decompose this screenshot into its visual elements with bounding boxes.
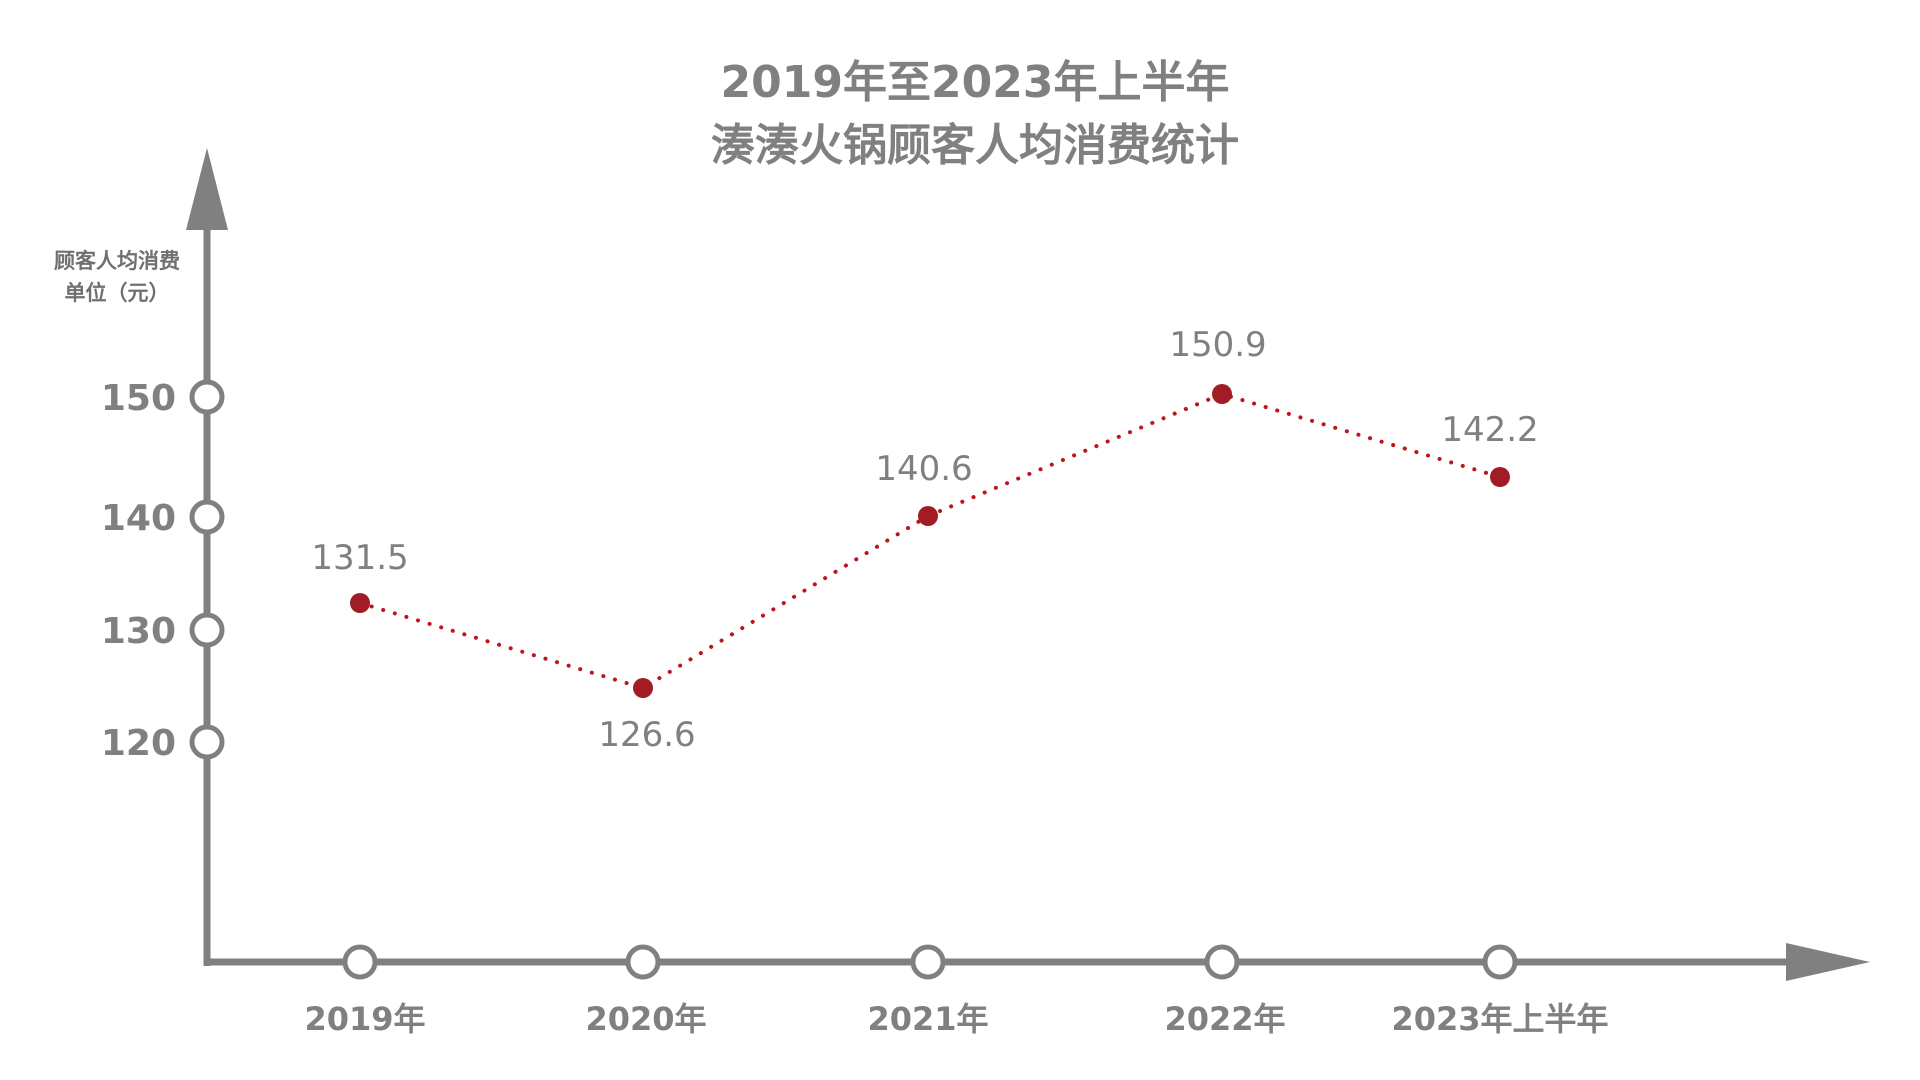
y-tick-marker-150: [189, 379, 225, 415]
y-axis-label-line-2: 单位（元）: [65, 281, 170, 305]
x-tick-marker-2: [910, 944, 946, 980]
data-point-3: [1212, 384, 1232, 404]
data-point-2: [918, 506, 938, 526]
chart-title-line-1: 2019年至2023年上半年: [721, 57, 1230, 108]
data-label-0: 131.5: [311, 538, 408, 578]
axes: [186, 148, 1870, 981]
x-axis-arrow: [1786, 943, 1870, 981]
data-label-3: 150.9: [1169, 325, 1266, 365]
data-label-4: 142.2: [1441, 410, 1538, 450]
data-point-0: [350, 593, 370, 613]
data-label-1: 126.6: [598, 715, 695, 755]
y-tick-label-150: 150: [101, 378, 176, 419]
series-polyline: [358, 391, 1502, 691]
x-tick-label-2: 2021年: [867, 1000, 988, 1038]
x-tick-label-4: 2023年上半年: [1391, 1000, 1608, 1038]
data-point-4: [1490, 467, 1510, 487]
x-tick-marker-1: [625, 944, 661, 980]
chart-title-line-2: 湊湊火锅顾客人均消费统计: [711, 120, 1239, 171]
x-tick-marker-3: [1204, 944, 1240, 980]
y-axis-arrow: [186, 148, 228, 230]
y-tick-marker-120: [189, 724, 225, 760]
x-tick-marker-0: [342, 944, 378, 980]
data-point-1: [633, 678, 653, 698]
y-tick-label-130: 130: [101, 611, 176, 652]
x-tick-label-1: 2020年: [585, 1000, 706, 1038]
y-tick-label-140: 140: [101, 498, 176, 539]
data-labels: 131.5 126.6 140.6 150.9 142.2: [311, 325, 1538, 755]
data-points: [350, 384, 1510, 698]
y-tick-label-120: 120: [101, 723, 176, 764]
y-ticks: 120 130 140 150: [101, 378, 225, 764]
x-tick-label-0: 2019年: [304, 1000, 425, 1038]
x-ticks: 2019年 2020年 2021年 2022年 2023年上半年: [304, 944, 1609, 1038]
y-tick-marker-140: [189, 499, 225, 535]
y-axis-label-line-1: 顾客人均消费: [54, 249, 180, 273]
series-line: [358, 391, 1502, 691]
y-tick-marker-130: [189, 612, 225, 648]
x-tick-label-3: 2022年: [1164, 1000, 1285, 1038]
x-tick-marker-4: [1482, 944, 1518, 980]
data-label-2: 140.6: [875, 449, 972, 489]
